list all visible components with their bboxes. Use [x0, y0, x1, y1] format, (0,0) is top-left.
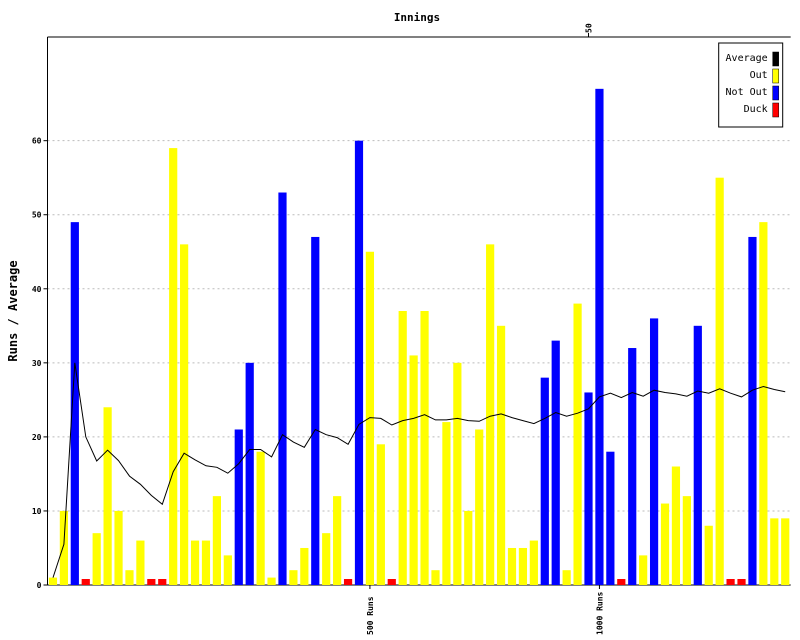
- bar: [278, 192, 287, 585]
- legend-label: Duck: [744, 104, 768, 115]
- bar: [486, 244, 495, 585]
- bar: [92, 533, 101, 585]
- bar: [201, 540, 211, 585]
- bar: [671, 466, 681, 585]
- bar: [365, 251, 375, 585]
- legend-label: Not Out: [726, 87, 768, 98]
- bar: [693, 325, 702, 585]
- bar: [103, 407, 112, 585]
- bar: [267, 577, 276, 585]
- legend-swatch: [772, 85, 779, 101]
- bar: [540, 377, 549, 585]
- bar: [180, 244, 189, 585]
- bar: [475, 429, 484, 585]
- bar: [584, 392, 593, 585]
- bar: [311, 236, 320, 585]
- bar: [660, 503, 670, 585]
- bar: [726, 579, 735, 585]
- bar: [333, 496, 342, 585]
- bar: [606, 451, 615, 585]
- bar: [322, 533, 331, 585]
- bar: [158, 579, 167, 585]
- bar: [573, 303, 582, 585]
- bar: [496, 325, 506, 585]
- y-tick-label: 20: [32, 433, 42, 442]
- chart-title: Innings: [394, 11, 440, 24]
- bar: [212, 496, 222, 585]
- line: [52, 362, 786, 578]
- bar: [256, 451, 265, 585]
- run-tick-label: 500 Runs: [366, 596, 375, 635]
- bar: [628, 348, 637, 585]
- bar: [387, 579, 396, 585]
- bar: [147, 579, 156, 585]
- bar: [420, 311, 429, 585]
- bar: [704, 525, 713, 585]
- bar: [398, 311, 407, 585]
- bar: [234, 429, 243, 585]
- bar: [223, 555, 232, 585]
- bar: [464, 510, 473, 585]
- bar: [59, 510, 68, 585]
- bar: [376, 444, 385, 585]
- bar: [343, 579, 353, 585]
- bar: [759, 222, 768, 585]
- bar: [114, 510, 123, 585]
- bar: [562, 570, 571, 585]
- legend-box: [718, 42, 784, 128]
- bar: [190, 540, 200, 585]
- bar: [136, 540, 145, 585]
- bar: [617, 579, 626, 585]
- bar: [518, 547, 528, 585]
- legend-swatch: [772, 51, 779, 67]
- legend-label: Out: [750, 70, 768, 81]
- bar: [639, 555, 648, 585]
- bar: [81, 579, 90, 585]
- legend-swatch: [772, 68, 779, 84]
- y-axis-label: Runs / Average: [6, 260, 20, 361]
- bar: [781, 518, 790, 585]
- bar: [289, 570, 298, 585]
- bar: [245, 362, 254, 585]
- bar: [737, 579, 746, 585]
- legend: Average Out Not Out Duck: [718, 42, 784, 128]
- bar: [70, 222, 79, 585]
- bar: [442, 422, 451, 585]
- bar: [300, 547, 309, 585]
- bar: [748, 236, 757, 585]
- bar: [507, 547, 517, 585]
- x-tick-label: 50: [585, 23, 594, 33]
- legend-label: Average: [726, 53, 768, 64]
- y-tick-label: 40: [32, 285, 42, 294]
- bar: [649, 318, 659, 585]
- bar: [453, 362, 462, 585]
- bar: [354, 140, 364, 586]
- bar: [169, 148, 178, 585]
- bar: [48, 577, 58, 585]
- bar: [770, 518, 779, 585]
- bar: [529, 540, 538, 585]
- legend-swatch: [772, 102, 779, 118]
- y-tick-label: 0: [37, 581, 42, 590]
- bar: [682, 496, 691, 585]
- bar: [595, 88, 604, 586]
- bar: [551, 340, 560, 585]
- bar: [715, 177, 724, 585]
- y-tick-label: 10: [32, 507, 42, 516]
- y-tick-label: 30: [32, 359, 42, 368]
- bar: [409, 355, 418, 585]
- run-tick-label: 1000 Runs: [595, 591, 604, 635]
- y-tick-label: 50: [32, 211, 42, 220]
- bar: [125, 570, 134, 585]
- y-tick-label: 60: [32, 137, 42, 146]
- bar: [431, 570, 440, 585]
